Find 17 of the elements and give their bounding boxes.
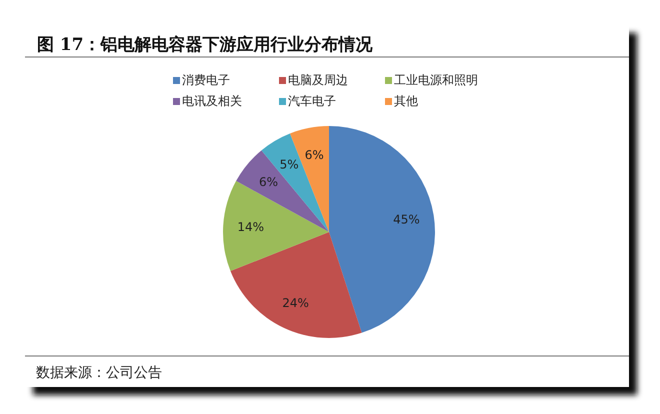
legend-label: 电讯及相关: [182, 94, 242, 108]
pie-slice: [230, 232, 362, 338]
source-note: 数据来源：公司公告: [36, 365, 162, 381]
pie-slice: [236, 150, 329, 232]
data-label: 6%: [304, 148, 324, 162]
data-label: 6%: [259, 175, 278, 189]
chart-title: 图 17：铝电解电容器下游应用行业分布情况: [37, 35, 374, 55]
pie-slice: [329, 126, 435, 333]
legend-label: 其他: [394, 94, 418, 108]
legend-label: 汽车电子: [288, 94, 336, 108]
data-label: 5%: [280, 157, 299, 172]
legend-label: 电脑及周边: [288, 73, 348, 87]
data-label: 45%: [393, 212, 420, 227]
legend-label: 工业电源和照明: [394, 73, 478, 87]
legend-label: 消费电子: [182, 73, 230, 87]
data-label: 24%: [282, 296, 309, 310]
data-label: 14%: [237, 220, 264, 234]
